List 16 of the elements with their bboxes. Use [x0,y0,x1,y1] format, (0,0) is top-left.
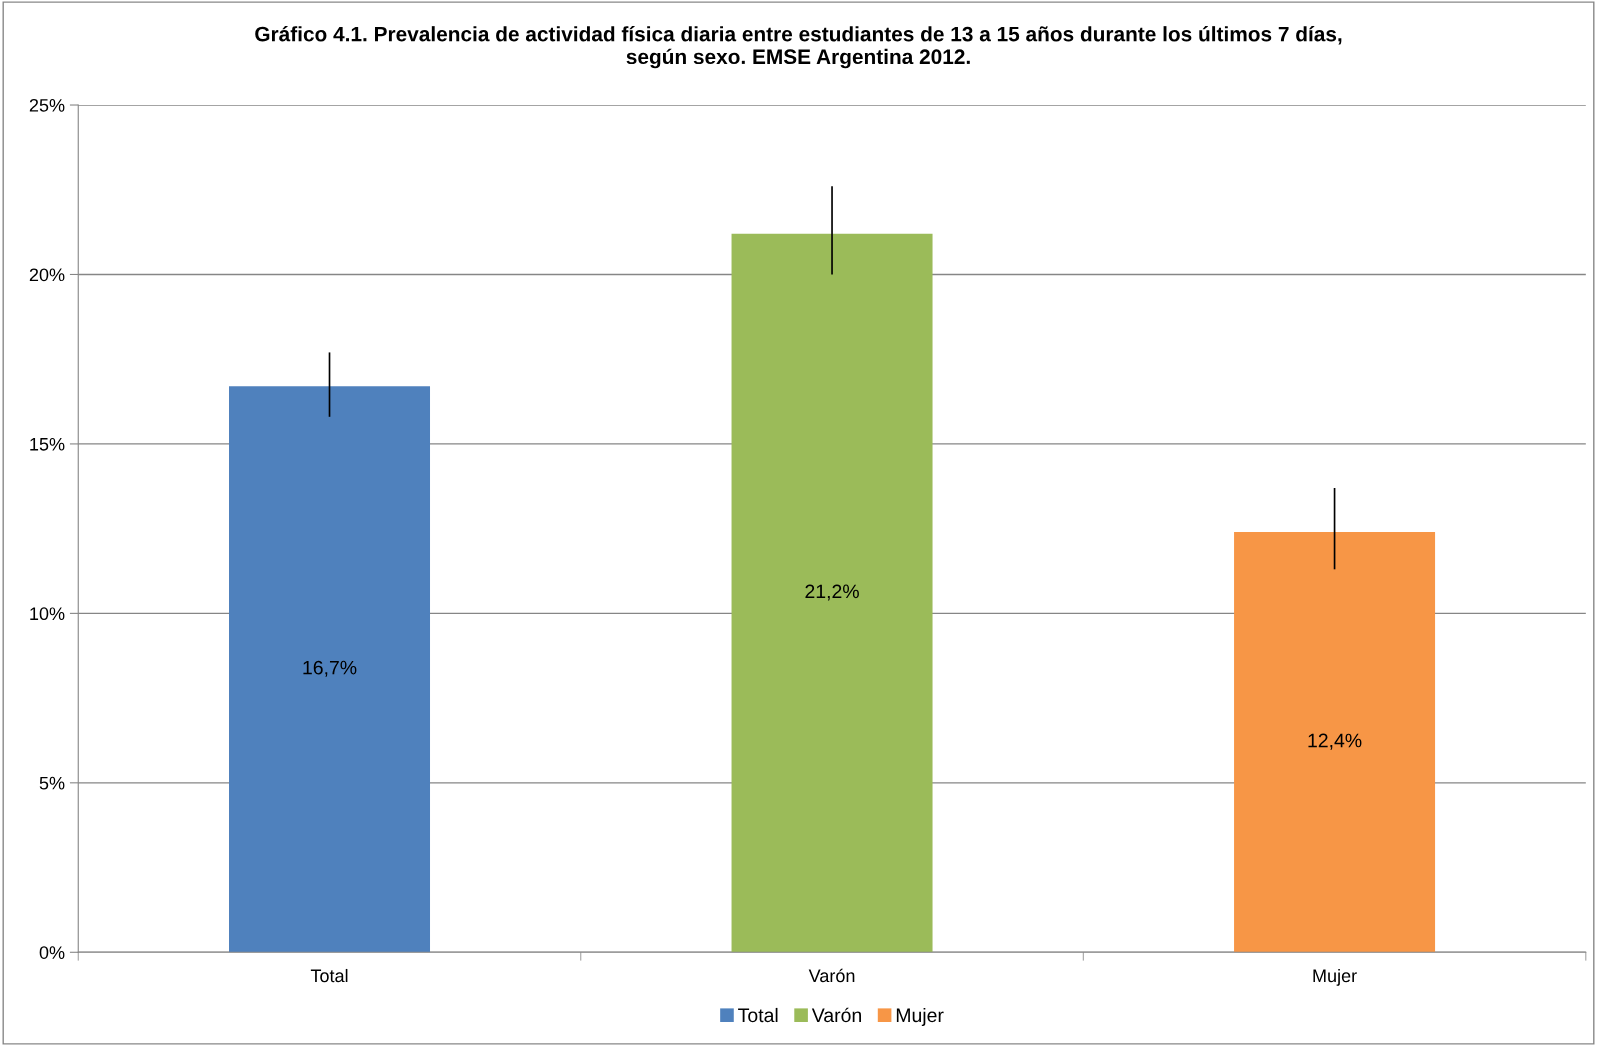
legend-label: Mujer [896,1007,944,1027]
x-tick-label: Varón [808,968,855,983]
y-tick-label: 5% [39,776,65,790]
y-tick-label: 10% [30,607,65,621]
chart-title: Gráfico 4.1. Prevalencia de actividad física diaria entre estudiantes de 13 a 15 años durante los últimos 7 días, según sexo. EMSE Argentina 2012. [255,25,1342,69]
data-label: 12,4% [1308,733,1362,750]
y-tick-label: 20% [29,268,65,282]
data-label: 16,7% [303,660,357,677]
y-tick-label: 0% [39,946,65,959]
y-tick-label: 25% [29,98,65,112]
legend-label: Total [738,1007,778,1023]
data-label: 21,2% [805,584,859,601]
x-tick-label: Mujer [1313,968,1357,986]
x-tick-label: Total [310,968,348,983]
legend-label: Varón [811,1007,861,1023]
y-tick-label: 15% [30,437,65,451]
